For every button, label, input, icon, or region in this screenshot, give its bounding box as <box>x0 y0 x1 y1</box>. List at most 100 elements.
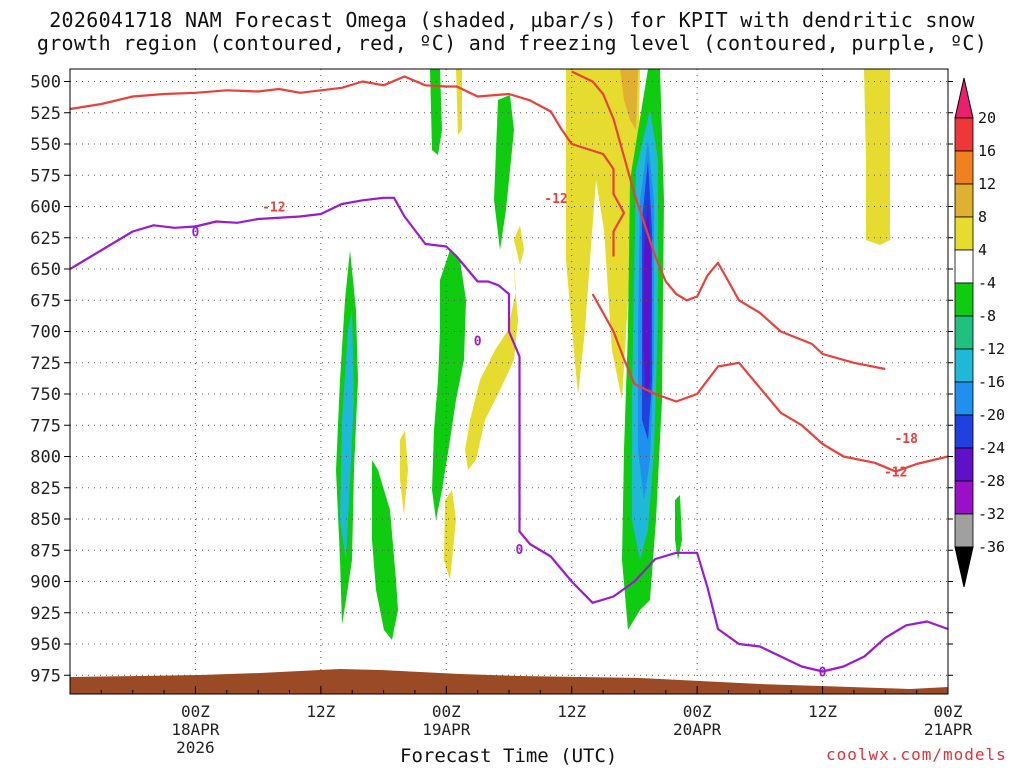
colorbar-swatch <box>954 150 974 185</box>
chart-title-line-1: 2026041718 NAM Forecast Omega (shaded, µ… <box>49 8 975 32</box>
colorbar-bottom-arrow <box>954 546 974 588</box>
contour-line <box>591 293 948 473</box>
colorbar-top-arrow <box>954 77 974 119</box>
omega-yellow-band-5 <box>514 225 524 265</box>
chart-title-line-2: growth region (contoured, red, ºC) and f… <box>36 31 988 55</box>
x-tick-label: 00Z <box>683 702 712 721</box>
colorbar-label: 4 <box>978 241 987 259</box>
y-tick-label: 850 <box>30 510 61 530</box>
terrain-fill <box>70 669 948 694</box>
omega-orange-band <box>620 69 638 130</box>
contour-lines <box>70 0 1024 673</box>
colorbar-label: 16 <box>978 142 996 160</box>
x-tick-label: 12Z <box>808 702 837 721</box>
contour-labels: -12 -12 -18 -12 0 0 0 0 <box>192 192 919 681</box>
colorbar-label: -32 <box>978 505 1005 523</box>
x-tick-label: 20APR <box>673 720 722 739</box>
contour-label: -18 <box>894 432 918 447</box>
omega-green-band-4 <box>372 460 398 640</box>
contour-label: 0 <box>192 226 200 241</box>
omega-green-band-5 <box>432 250 466 520</box>
x-tick-label: 2026 <box>176 738 215 757</box>
contour-line <box>70 75 626 257</box>
colorbar-label: 20 <box>978 109 996 127</box>
y-tick-label: 550 <box>30 135 61 155</box>
x-tick-label: 00Z <box>934 702 963 721</box>
omega-yellow-band-8 <box>444 490 456 580</box>
x-tick-label: 21APR <box>924 720 973 739</box>
y-tick-label: 950 <box>30 635 61 655</box>
omega-yellow-band-6 <box>465 250 518 470</box>
colorbar-label: -20 <box>978 406 1005 424</box>
y-tick-label: 650 <box>30 260 61 280</box>
contour-line <box>70 196 948 673</box>
omega-yellow-band-7 <box>400 430 408 515</box>
colorbar-swatch <box>954 381 974 416</box>
x-tick-label: 18APR <box>171 720 220 739</box>
y-tick-label: 600 <box>30 198 61 218</box>
colorbar-label: -8 <box>978 307 996 325</box>
colorbar: 20 16 12 8 4 -4 -8 -12 -16 -20 -24 -28 -32 -36 <box>954 77 1005 588</box>
contour-line <box>571 70 886 371</box>
y-axis: 500 525 550 575 600 625 650 675 700 725 750 775 800 8… <box>30 73 953 686</box>
omega-yellow-band-2 <box>864 69 890 245</box>
colorbar-label: -4 <box>978 274 996 292</box>
y-tick-label: 825 <box>30 479 61 499</box>
omega-teal-core-1 <box>340 310 354 560</box>
colorbar-label: -36 <box>978 538 1005 556</box>
contour-label: -12 <box>262 201 285 216</box>
y-tick-label: 750 <box>30 385 61 405</box>
y-tick-label: 675 <box>30 291 61 311</box>
colorbar-swatch <box>954 480 974 515</box>
contour-label: 0 <box>516 543 524 558</box>
contour-label: 0 <box>819 666 827 681</box>
y-tick-label: 900 <box>30 573 61 593</box>
y-tick-label: 925 <box>30 604 61 624</box>
contour-label: -12 <box>884 466 907 481</box>
y-tick-label: 775 <box>30 416 61 436</box>
y-tick-label: 800 <box>30 448 61 468</box>
x-tick-label: 12Z <box>557 702 586 721</box>
colorbar-swatch <box>954 414 974 449</box>
y-tick-label: 875 <box>30 541 61 561</box>
y-tick-label: 625 <box>30 229 61 249</box>
omega-green-band-2 <box>494 95 514 250</box>
colorbar-label: -16 <box>978 373 1005 391</box>
colorbar-label: 12 <box>978 175 996 193</box>
omega-yellow-band-1 <box>566 69 640 400</box>
colorbar-label: -12 <box>978 340 1005 358</box>
colorbar-swatch <box>954 117 974 152</box>
omega-yellow-band-4 <box>456 69 462 135</box>
x-axis-title: Forecast Time (UTC) <box>400 745 618 767</box>
x-tick-label: 00Z <box>432 702 461 721</box>
y-tick-label: 975 <box>30 666 61 686</box>
y-tick-label: 500 <box>30 73 61 93</box>
colorbar-label: -28 <box>978 472 1005 490</box>
credit-link[interactable]: coolwx.com/models <box>826 745 1007 764</box>
colorbar-swatch <box>954 249 974 284</box>
contour-label: 0 <box>474 334 482 349</box>
colorbar-label: -24 <box>978 439 1005 457</box>
colorbar-swatch <box>954 315 974 350</box>
y-tick-label: 525 <box>30 104 61 124</box>
colorbar-label: 8 <box>978 208 987 226</box>
x-tick-label: 00Z <box>181 702 210 721</box>
y-tick-label: 700 <box>30 323 61 343</box>
x-tick-label: 12Z <box>306 702 335 721</box>
colorbar-swatch <box>954 216 974 251</box>
omega-green-band-6 <box>675 495 682 560</box>
omega-shading <box>336 69 890 640</box>
colorbar-swatch <box>954 348 974 383</box>
y-tick-label: 725 <box>30 354 61 374</box>
contour-line <box>875 0 1024 7</box>
colorbar-swatch <box>954 282 974 317</box>
x-tick-label: 19APR <box>422 720 471 739</box>
omega-green-band-1 <box>430 69 442 155</box>
colorbar-swatch <box>954 447 974 482</box>
colorbar-swatch <box>954 513 974 548</box>
colorbar-swatch <box>954 183 974 218</box>
y-tick-label: 575 <box>30 166 61 186</box>
